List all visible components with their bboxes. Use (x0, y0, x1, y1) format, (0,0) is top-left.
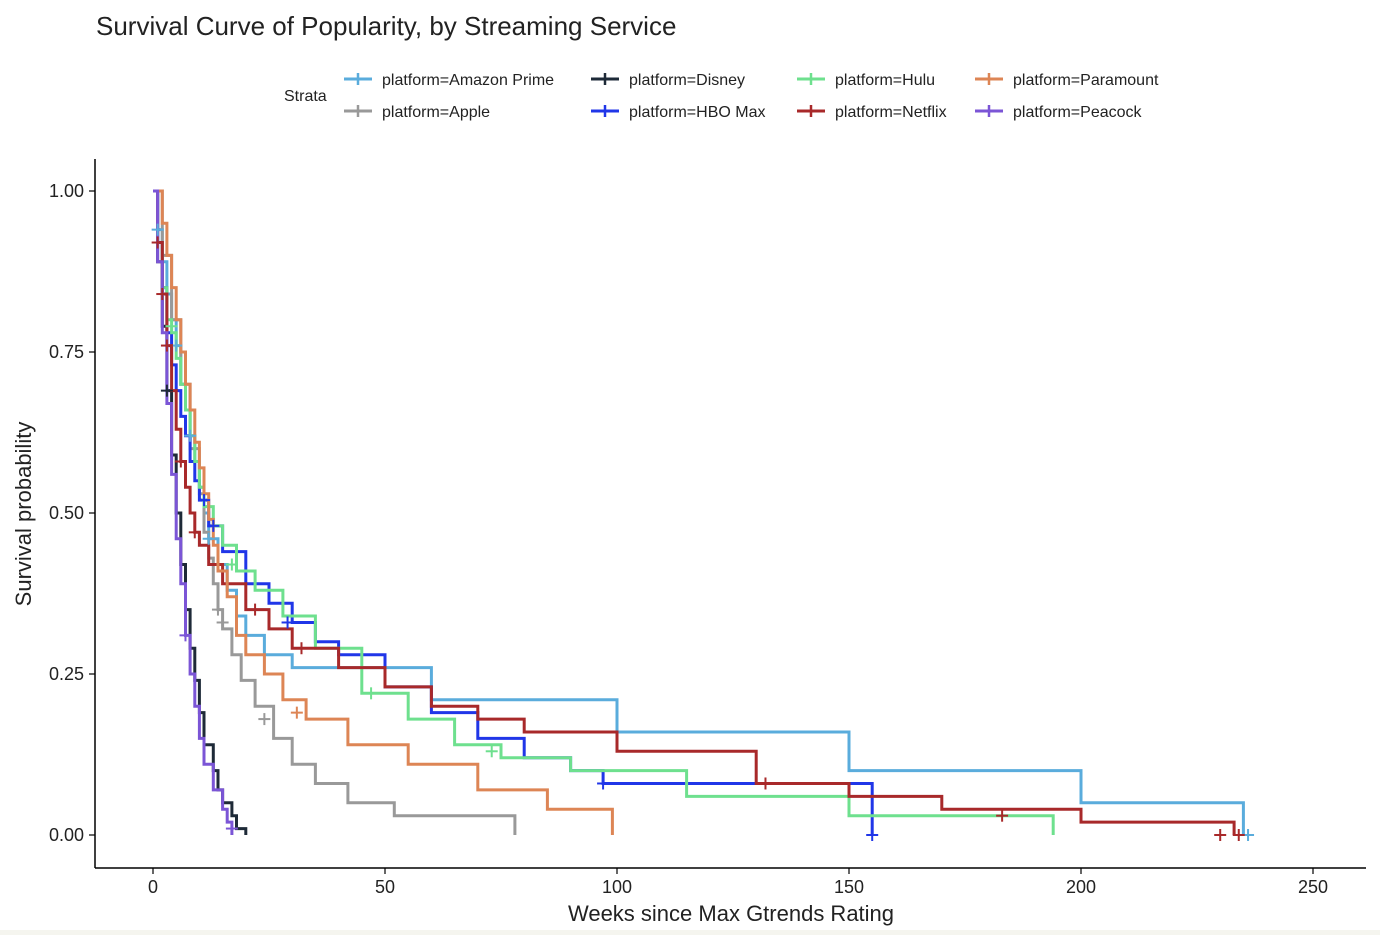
censor-mark-peacock (225, 822, 238, 835)
legend-label: platform=Apple (382, 104, 490, 121)
legend-label: platform=HBO Max (629, 104, 765, 121)
censor-mark-hbo-max (207, 519, 220, 532)
censor-mark-paramount (290, 706, 303, 719)
legend-item-apple: platform=Apple (344, 104, 490, 121)
censor-marks (151, 223, 1255, 841)
censor-mark-netflix (156, 288, 169, 301)
censor-mark-hulu (165, 320, 178, 333)
censor-mark-hbo-max (281, 616, 294, 629)
censor-mark-hulu (225, 558, 238, 571)
legend-label: platform=Amazon Prime (382, 72, 554, 89)
x-tick-label: 250 (1298, 877, 1328, 897)
legend-label: platform=Netflix (835, 104, 947, 121)
censor-mark-hulu (485, 745, 498, 758)
y-tick-label: 0.00 (49, 825, 84, 845)
censor-mark-netflix (996, 809, 1009, 822)
x-tick-label: 150 (834, 877, 864, 897)
censor-mark-hbo-max (866, 829, 879, 841)
censor-mark-netflix (1232, 829, 1245, 841)
curve-hulu (153, 189, 1055, 835)
censor-mark-netflix (759, 777, 772, 790)
legend-item-disney: platform=Disney (591, 72, 745, 89)
y-axis-label: Survival probability (11, 422, 36, 607)
censor-mark-amazon-prime (184, 429, 197, 442)
legend: Strata platform=Amazon Prime platform=Dis… (284, 72, 1159, 121)
censor-mark-netflix (249, 603, 262, 616)
y-tick-label: 0.50 (49, 503, 84, 523)
censor-mark-hbo-max (198, 494, 211, 507)
censor-mark-netflix (174, 455, 187, 468)
x-tick-label: 50 (375, 877, 395, 897)
survival-curves (153, 189, 1245, 835)
legend-title: Strata (284, 88, 327, 105)
censor-mark-apple (258, 713, 271, 726)
curve-amazon-prime (153, 189, 1245, 835)
censor-mark-apple (216, 616, 229, 629)
legend-item-netflix: platform=Netflix (797, 104, 947, 121)
ticks: 0 50 100 150 200 250 0.00 0.25 0.50 0.75 1.00 (49, 181, 1328, 897)
legend-item-hbo-max: platform=HBO Max (591, 104, 765, 121)
legend-item-hulu: platform=Hulu (797, 72, 935, 89)
y-tick-label: 1.00 (49, 181, 84, 201)
y-tick-label: 0.25 (49, 664, 84, 684)
legend-item-amazon-prime: platform=Amazon Prime (344, 72, 554, 89)
censor-mark-netflix (188, 526, 201, 539)
y-tick-label: 0.75 (49, 342, 84, 362)
censor-mark-disney (160, 384, 173, 397)
curve-hbo-max (153, 189, 874, 835)
x-tick-label: 0 (148, 877, 158, 897)
censor-mark-peacock (179, 629, 192, 642)
x-tick-label: 100 (602, 877, 632, 897)
censor-mark-apple (211, 603, 224, 616)
legend-label: platform=Paramount (1013, 72, 1159, 89)
x-axis-label: Weeks since Max Gtrends Rating (568, 901, 894, 926)
legend-item-peacock: platform=Peacock (975, 104, 1143, 121)
x-tick-label: 200 (1066, 877, 1096, 897)
censor-mark-netflix (160, 339, 173, 352)
censor-mark-netflix (295, 642, 308, 655)
legend-item-paramount: platform=Paramount (975, 72, 1159, 89)
chart-title: Survival Curve of Popularity, by Streami… (96, 11, 676, 41)
legend-label: platform=Peacock (1013, 104, 1143, 121)
curve-paramount (153, 189, 614, 835)
censor-mark-hbo-max (597, 777, 610, 790)
axes (94, 159, 1366, 869)
censor-mark-amazon-prime (202, 532, 215, 545)
legend-label: platform=Hulu (835, 72, 935, 89)
legend-label: platform=Disney (629, 72, 745, 89)
censor-mark-amazon-prime (151, 223, 164, 236)
censor-mark-netflix (151, 236, 164, 249)
censor-mark-netflix (1214, 829, 1227, 841)
censor-mark-hulu (365, 687, 378, 700)
curve-netflix (153, 189, 1236, 835)
